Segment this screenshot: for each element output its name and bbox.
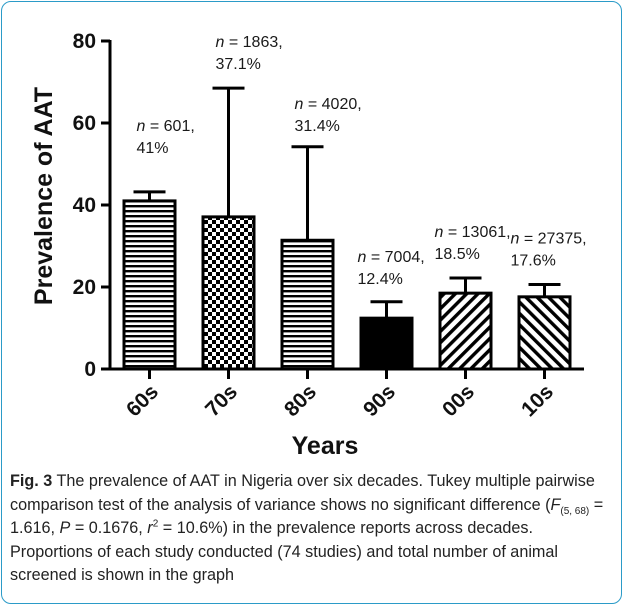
prevalence-label: 18.5% [435, 246, 480, 263]
caption-p-symbol: P [59, 519, 71, 537]
sample-size-label: n = 4020, [295, 96, 362, 113]
bar [438, 291, 493, 371]
x-tick-label: 70s [201, 380, 242, 421]
caption-r-symbol: r [147, 519, 153, 537]
x-tick-label: 10s [517, 380, 558, 421]
sample-size-label: n = 27375, [511, 231, 587, 248]
sample-size-label: n = 13061, [435, 224, 511, 241]
bar [517, 295, 572, 371]
sample-size-label: n = 1863, [216, 34, 283, 51]
caption-f-value: = 1.616, [10, 495, 604, 538]
prevalence-label: 12.4% [358, 271, 403, 288]
y-tick-label: 0 [84, 358, 96, 381]
figure-caption: Fig. 3 The prevalence of AAT in Nigeria … [10, 470, 614, 588]
x-tick-label: 90s [359, 380, 400, 421]
axes: 0 20 40 60 80 60s 70s 80s 90s 00s 10s [73, 30, 584, 421]
x-tick-label: 80s [280, 380, 321, 421]
bars [122, 86, 572, 371]
prevalence-label: 17.6% [511, 253, 556, 270]
y-tick-label: 80 [73, 30, 96, 53]
caption-text-end: = 10.6%) in the prevalence reports acros… [10, 519, 558, 584]
sample-size-label: n = 7004, [358, 249, 425, 266]
x-tick-label: 60s [122, 380, 163, 421]
caption-f-symbol: F [550, 495, 561, 514]
x-axis-title: Years [292, 432, 359, 460]
bar [201, 215, 256, 371]
caption-p-value: = 0.1676, [70, 519, 148, 537]
caption-label: Fig. 3 [10, 472, 53, 490]
prevalence-label: 31.4% [295, 118, 340, 135]
y-tick-label: 60 [73, 112, 96, 135]
annotations: n = 601, 41% n = 1863, 37.1% n = 4020, 31.4% n… [137, 34, 587, 288]
y-tick-label: 40 [73, 194, 96, 217]
bar [280, 238, 335, 371]
bar [122, 199, 177, 371]
caption-text: The prevalence of AAT in Nigeria over si… [10, 472, 595, 514]
caption-r-superscript: 2 [152, 518, 159, 530]
y-axis-title: Prevalence of AAT [30, 87, 58, 305]
bar [359, 316, 414, 371]
caption-f-subscript: (5, 68) [560, 505, 590, 517]
prevalence-label: 37.1% [216, 56, 261, 73]
prevalence-label: 41% [137, 140, 169, 157]
y-tick-label: 20 [73, 276, 96, 299]
x-tick-label: 00s [438, 380, 479, 421]
sample-size-label: n = 601, [137, 118, 195, 135]
